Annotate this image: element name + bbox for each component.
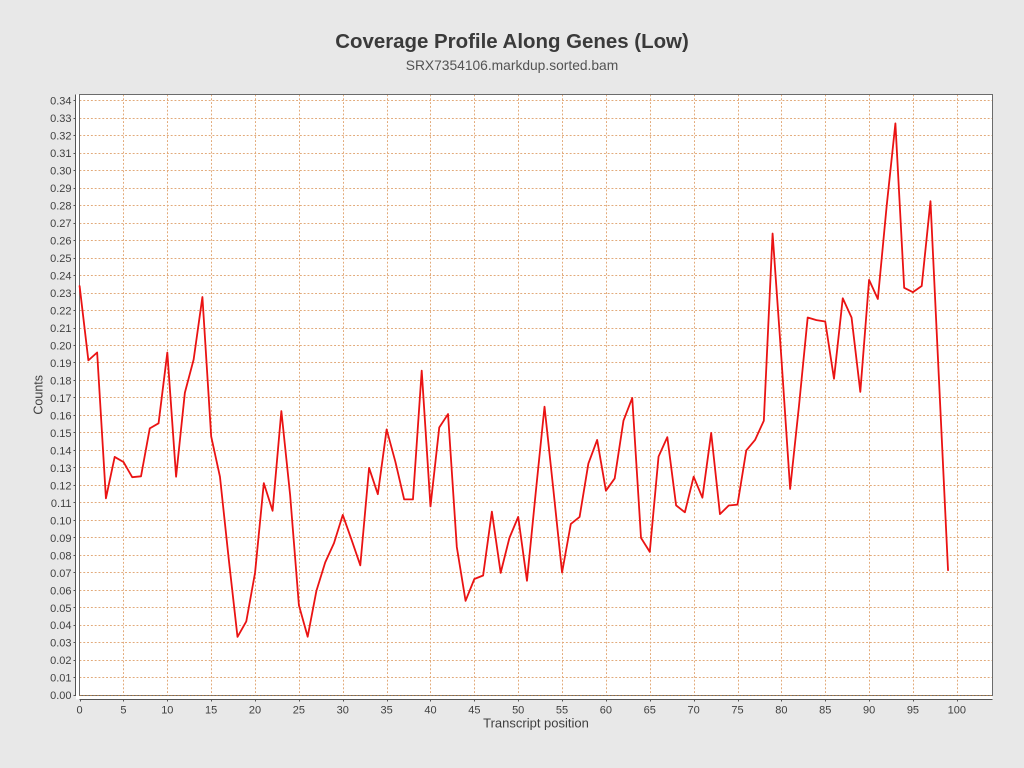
svg-text:65: 65	[644, 705, 656, 717]
svg-text:25: 25	[293, 705, 305, 717]
svg-text:0.00: 0.00	[50, 690, 71, 702]
svg-text:0.16: 0.16	[50, 410, 71, 422]
svg-text:0.29: 0.29	[50, 183, 71, 195]
svg-text:0.34: 0.34	[50, 96, 71, 108]
svg-text:85: 85	[819, 705, 831, 717]
svg-text:0.31: 0.31	[50, 148, 71, 160]
svg-text:0.33: 0.33	[50, 113, 71, 125]
svg-text:0.22: 0.22	[50, 305, 71, 317]
svg-text:0.07: 0.07	[50, 568, 71, 580]
svg-text:0.25: 0.25	[50, 253, 71, 265]
svg-text:60: 60	[600, 705, 612, 717]
svg-text:30: 30	[337, 705, 349, 717]
svg-text:10: 10	[161, 705, 173, 717]
svg-text:35: 35	[380, 705, 392, 717]
svg-text:0.26: 0.26	[50, 235, 71, 247]
svg-text:5: 5	[120, 705, 126, 717]
svg-text:40: 40	[424, 705, 436, 717]
svg-text:0.04: 0.04	[50, 620, 71, 632]
svg-text:Transcript position: Transcript position	[483, 715, 589, 730]
svg-text:0.09: 0.09	[50, 533, 71, 545]
svg-text:0.10: 0.10	[50, 515, 71, 527]
svg-text:95: 95	[907, 705, 919, 717]
svg-text:0.14: 0.14	[50, 445, 71, 457]
svg-text:0.18: 0.18	[50, 375, 71, 387]
svg-text:70: 70	[688, 705, 700, 717]
svg-text:90: 90	[863, 705, 875, 717]
svg-text:Counts: Counts	[32, 375, 46, 415]
svg-text:0.01: 0.01	[50, 673, 71, 685]
svg-text:Coverage Profile Along Genes (: Coverage Profile Along Genes (Low)	[335, 30, 689, 53]
svg-text:50: 50	[512, 705, 524, 717]
svg-text:0.06: 0.06	[50, 585, 71, 597]
svg-text:0.13: 0.13	[50, 463, 71, 475]
svg-text:0.30: 0.30	[50, 166, 71, 178]
svg-text:0.19: 0.19	[50, 358, 71, 370]
svg-text:75: 75	[731, 705, 743, 717]
svg-text:0.20: 0.20	[50, 340, 71, 352]
svg-text:0.11: 0.11	[51, 498, 72, 510]
svg-text:20: 20	[249, 705, 261, 717]
svg-text:0.24: 0.24	[50, 270, 71, 282]
svg-text:80: 80	[775, 705, 787, 717]
svg-text:0.27: 0.27	[50, 218, 71, 230]
svg-text:15: 15	[205, 705, 217, 717]
svg-text:0.23: 0.23	[50, 288, 71, 300]
svg-text:45: 45	[468, 705, 480, 717]
svg-text:0.12: 0.12	[50, 480, 71, 492]
svg-text:0.17: 0.17	[50, 393, 71, 405]
svg-text:0.03: 0.03	[50, 638, 71, 650]
svg-text:0.28: 0.28	[50, 200, 71, 212]
svg-text:0.02: 0.02	[50, 655, 71, 667]
svg-text:0.15: 0.15	[50, 428, 71, 440]
svg-text:100: 100	[948, 705, 966, 717]
svg-text:0.05: 0.05	[50, 603, 71, 615]
svg-text:SRX7354106.markdup.sorted.bam: SRX7354106.markdup.sorted.bam	[406, 58, 618, 73]
svg-text:0.08: 0.08	[50, 550, 71, 562]
svg-text:0.21: 0.21	[50, 323, 71, 335]
svg-text:0: 0	[77, 705, 83, 717]
svg-text:55: 55	[556, 705, 568, 717]
svg-text:0.32: 0.32	[50, 131, 71, 143]
